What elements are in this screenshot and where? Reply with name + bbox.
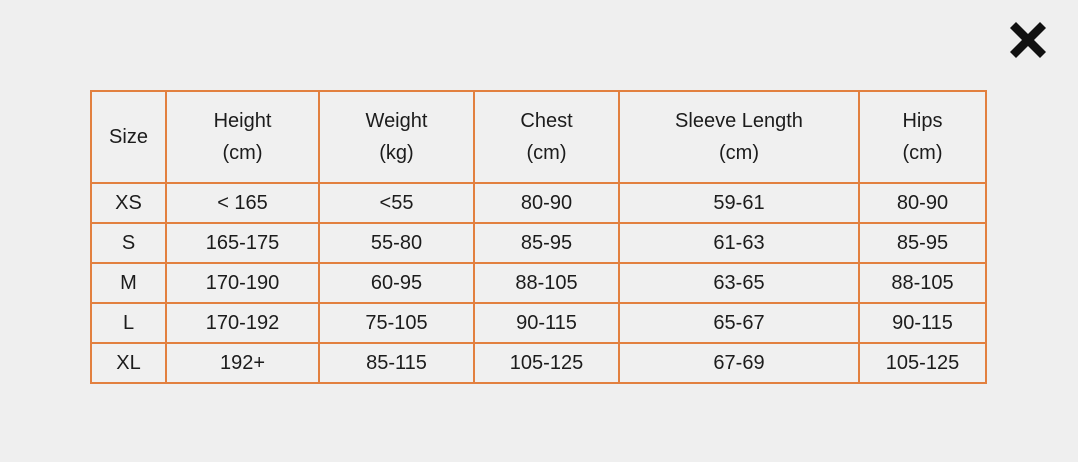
table-row-m: M 170-190 60-95 88-105 63-65 88-105 (90, 262, 987, 304)
table-cell: 61-63 (618, 222, 860, 264)
table-cell: 165-175 (165, 222, 320, 264)
table-cell: S (90, 222, 167, 264)
column-label: Height (213, 110, 272, 132)
table-cell: 105-125 (858, 342, 987, 384)
table-cell: 75-105 (318, 302, 475, 344)
table-row-xs: XS < 165 <55 80-90 59-61 80-90 (90, 182, 987, 224)
column-label: Sleeve Length (675, 110, 803, 132)
column-unit: (kg) (379, 142, 414, 164)
table-cell: 65-67 (618, 302, 860, 344)
column-unit: (cm) (902, 142, 943, 164)
column-header-weight: Weight (kg) (318, 90, 475, 184)
table-cell: <55 (318, 182, 475, 224)
table-cell: 85-115 (318, 342, 475, 384)
table-cell: XL (90, 342, 167, 384)
table-cell: 170-190 (165, 262, 320, 304)
table-cell: 90-115 (473, 302, 620, 344)
table-cell: 192+ (165, 342, 320, 384)
column-label: Size (109, 126, 148, 148)
column-unit: (cm) (719, 142, 759, 164)
column-unit: (cm) (222, 142, 263, 164)
table-cell: 59-61 (618, 182, 860, 224)
close-button[interactable] (1006, 18, 1050, 62)
table-cell: 80-90 (473, 182, 620, 224)
close-icon (1009, 21, 1047, 59)
table-cell: 60-95 (318, 262, 475, 304)
column-label: Hips (902, 110, 943, 132)
table-cell: 88-105 (858, 262, 987, 304)
table-cell: 105-125 (473, 342, 620, 384)
table-cell: 67-69 (618, 342, 860, 384)
table-row-xl: XL 192+ 85-115 105-125 67-69 105-125 (90, 342, 987, 384)
table-row-s: S 165-175 55-80 85-95 61-63 85-95 (90, 222, 987, 264)
table-cell: 80-90 (858, 182, 987, 224)
column-unit: (cm) (526, 142, 567, 164)
column-header-size: Size (90, 90, 167, 184)
column-label: Weight (365, 110, 428, 132)
table-cell: 85-95 (858, 222, 987, 264)
column-header-height: Height (cm) (165, 90, 320, 184)
table-cell: 90-115 (858, 302, 987, 344)
table-cell: 88-105 (473, 262, 620, 304)
column-header-chest: Chest (cm) (473, 90, 620, 184)
table-cell: < 165 (165, 182, 320, 224)
table-cell: 55-80 (318, 222, 475, 264)
table-cell: XS (90, 182, 167, 224)
table-row-l: L 170-192 75-105 90-115 65-67 90-115 (90, 302, 987, 344)
header-row: Size Height (cm) Weight (kg) Chest (cm) … (90, 90, 987, 184)
table-cell: L (90, 302, 167, 344)
column-header-sleeve-length: Sleeve Length (cm) (618, 90, 860, 184)
size-chart-table: Size Height (cm) Weight (kg) Chest (cm) … (90, 90, 987, 384)
table-cell: 85-95 (473, 222, 620, 264)
table-cell: M (90, 262, 167, 304)
column-label: Chest (520, 110, 573, 132)
table-cell: 170-192 (165, 302, 320, 344)
table-cell: 63-65 (618, 262, 860, 304)
column-header-hips: Hips (cm) (858, 90, 987, 184)
